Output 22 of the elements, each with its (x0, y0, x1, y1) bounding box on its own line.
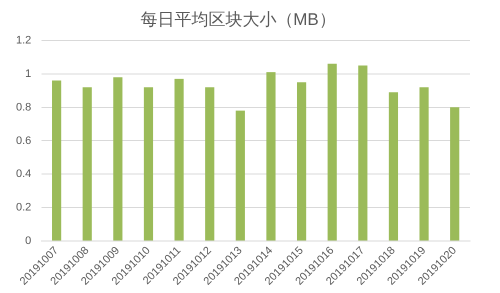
bar (52, 80, 62, 241)
bar (388, 92, 398, 241)
bar (174, 78, 184, 241)
bar (419, 87, 429, 241)
y-tick-label: 0.2 (16, 202, 32, 214)
bar (205, 87, 214, 241)
bar (296, 82, 306, 241)
chart-title: 每日平均区块大小（MB） (140, 10, 336, 29)
y-tick-label: 0.4 (16, 168, 32, 180)
y-tick-label: 0.6 (16, 134, 32, 147)
bar (328, 64, 337, 241)
bar (450, 107, 460, 241)
y-tick-label: 0 (25, 235, 32, 248)
y-tick-label: 1.2 (16, 34, 32, 46)
y-tick-label: 0.8 (16, 101, 32, 114)
bar (266, 72, 276, 241)
bar (82, 87, 92, 241)
bar (144, 87, 154, 241)
bar (113, 77, 122, 241)
bar (236, 110, 245, 241)
bar (358, 65, 368, 241)
y-tick-label: 1 (25, 68, 32, 80)
